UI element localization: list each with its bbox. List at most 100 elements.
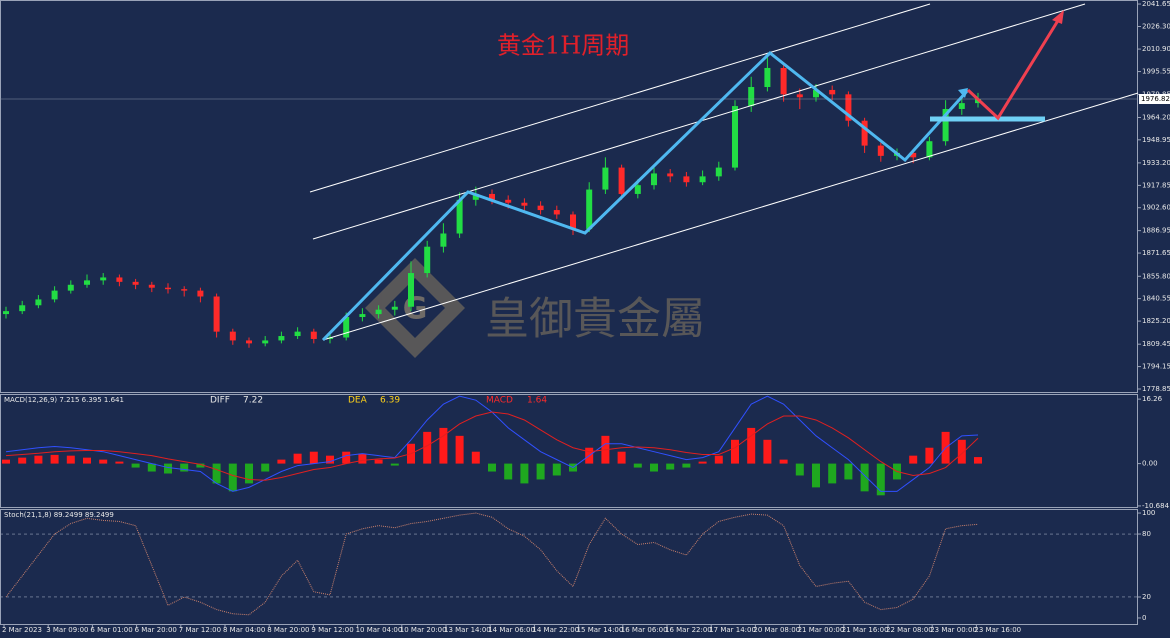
dea-name: DEA bbox=[348, 396, 368, 406]
macd-bar bbox=[66, 455, 75, 464]
candle-body bbox=[67, 284, 74, 291]
last-price-box bbox=[1139, 93, 1170, 104]
diff-value: 7.22 bbox=[243, 396, 263, 406]
x-tick-label: 16 Mar 22:00 bbox=[665, 626, 712, 634]
x-tick-label: 8 Mar 20:00 bbox=[267, 626, 309, 634]
arrow-head bbox=[1052, 10, 1064, 24]
candle-body bbox=[213, 296, 220, 332]
macd-bar bbox=[925, 447, 934, 464]
candle-body bbox=[343, 316, 350, 338]
macd-bar bbox=[131, 463, 140, 468]
x-tick-label: 6 Mar 20:00 bbox=[135, 626, 177, 634]
candle-body bbox=[19, 305, 26, 312]
macd-bar bbox=[309, 451, 318, 464]
macd-bar bbox=[828, 463, 837, 484]
x-tick-label: 8 Mar 04:00 bbox=[223, 626, 265, 634]
macd-bar bbox=[326, 455, 334, 464]
candle-body bbox=[35, 299, 42, 306]
candle-body bbox=[748, 87, 755, 107]
diff-name: DIFF bbox=[210, 396, 230, 406]
macd-bar bbox=[860, 463, 869, 492]
macd-bar bbox=[228, 463, 237, 492]
candle-body bbox=[148, 284, 155, 288]
candle-body bbox=[440, 233, 447, 247]
candle-body bbox=[667, 173, 674, 177]
y-tick-label: 1902.60 bbox=[1142, 204, 1170, 212]
candle-body bbox=[294, 331, 301, 337]
logo-inner bbox=[385, 278, 445, 338]
macd-bar bbox=[536, 463, 545, 480]
macd-bar bbox=[682, 463, 691, 468]
macd-bar bbox=[488, 463, 496, 472]
macd-bar bbox=[261, 463, 270, 472]
macd-bar bbox=[164, 463, 172, 474]
macd-bar bbox=[423, 431, 432, 464]
x-tick-label: 9 Mar 12:00 bbox=[311, 626, 353, 634]
y-tick-label: 2026.30 bbox=[1142, 23, 1170, 31]
macd-value: 1.64 bbox=[527, 396, 547, 406]
candle-body bbox=[877, 145, 884, 156]
macd-bar bbox=[34, 455, 43, 464]
macd-bar bbox=[795, 463, 804, 476]
y-tick-label: 1917.85 bbox=[1142, 181, 1170, 189]
macd-bar bbox=[439, 427, 448, 464]
candle-body bbox=[910, 152, 917, 158]
wave-path bbox=[321, 51, 970, 342]
macd-bar bbox=[374, 459, 383, 464]
candle-body bbox=[796, 94, 803, 98]
y-tick-label: 1995.55 bbox=[1142, 68, 1170, 76]
candle-body bbox=[489, 193, 495, 200]
macd-bar bbox=[650, 463, 658, 472]
x-tick-label: 3 Mar 09:00 bbox=[46, 626, 88, 634]
candle-body bbox=[634, 185, 641, 194]
candle-body bbox=[586, 189, 593, 230]
x-tick-label: 2 Mar 2023 bbox=[2, 626, 42, 634]
candle-body bbox=[570, 214, 576, 230]
macd-bar bbox=[974, 457, 982, 464]
x-tick-label: 7 Mar 12:00 bbox=[179, 626, 221, 634]
candle-body bbox=[181, 289, 188, 291]
y-tick-label: 0.00 bbox=[1142, 460, 1158, 468]
candle-body bbox=[942, 108, 949, 142]
y-tick-label: 80 bbox=[1142, 530, 1151, 538]
macd-bar bbox=[763, 439, 772, 464]
candle-body bbox=[683, 176, 690, 183]
macd-bar bbox=[293, 453, 302, 464]
macd-bar bbox=[520, 463, 529, 484]
y-tick-label: 100 bbox=[1142, 509, 1155, 517]
y-tick-label: 1794.15 bbox=[1142, 363, 1170, 371]
y-tick-label: -10.684 bbox=[1142, 502, 1170, 510]
channel-line bbox=[309, 3, 931, 193]
candle-body bbox=[861, 120, 868, 146]
candle-body bbox=[764, 67, 771, 88]
chart-title: 黄金1H周期 bbox=[497, 32, 629, 60]
macd-bar bbox=[779, 459, 788, 464]
macd-bar bbox=[358, 453, 367, 464]
y-tick-label: 1871.65 bbox=[1142, 249, 1170, 257]
candle-body bbox=[602, 167, 609, 190]
y-tick-label: 2010.90 bbox=[1142, 45, 1170, 53]
macd-bar bbox=[731, 439, 739, 464]
candle-body bbox=[278, 336, 285, 341]
candle-body bbox=[651, 173, 657, 186]
x-tick-label: 23 Mar 00:00 bbox=[930, 626, 977, 634]
candle-body bbox=[84, 280, 90, 285]
candle-body bbox=[197, 290, 204, 297]
candle-body bbox=[262, 340, 269, 344]
macd-bar bbox=[957, 439, 966, 464]
candle-body bbox=[618, 167, 625, 194]
macd-bar bbox=[390, 463, 399, 466]
candle-body bbox=[375, 309, 382, 315]
y-tick-label: 1948.95 bbox=[1142, 136, 1170, 144]
candle-body bbox=[813, 89, 819, 98]
y-tick-label: 1809.45 bbox=[1142, 340, 1170, 348]
candle-body bbox=[472, 193, 479, 200]
macd-bar bbox=[83, 457, 91, 464]
last-price-label: 1976.82 bbox=[1141, 95, 1170, 103]
macd-bar bbox=[180, 463, 189, 472]
y-tick-label: 1778.85 bbox=[1142, 385, 1170, 393]
candle-body bbox=[229, 331, 236, 341]
macd-bar bbox=[747, 427, 756, 464]
